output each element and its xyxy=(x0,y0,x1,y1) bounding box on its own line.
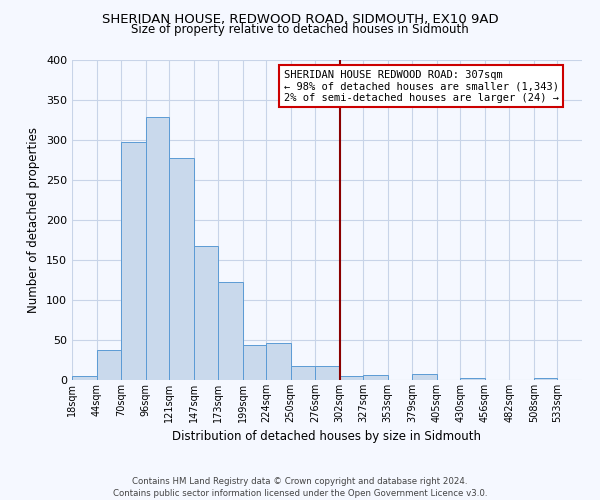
Bar xyxy=(363,375,388,380)
Y-axis label: Number of detached properties: Number of detached properties xyxy=(28,127,40,313)
Bar xyxy=(412,374,437,380)
Bar xyxy=(146,117,169,380)
Text: Size of property relative to detached houses in Sidmouth: Size of property relative to detached ho… xyxy=(131,22,469,36)
Bar xyxy=(315,366,340,380)
Text: SHERIDAN HOUSE, REDWOOD ROAD, SIDMOUTH, EX10 9AD: SHERIDAN HOUSE, REDWOOD ROAD, SIDMOUTH, … xyxy=(101,12,499,26)
Bar xyxy=(534,378,557,380)
Bar xyxy=(194,246,218,380)
Bar xyxy=(460,378,485,380)
X-axis label: Distribution of detached houses by size in Sidmouth: Distribution of detached houses by size … xyxy=(173,430,482,444)
Bar xyxy=(218,282,242,380)
Bar xyxy=(266,343,291,380)
Bar xyxy=(340,376,363,380)
Bar xyxy=(97,350,121,380)
Bar xyxy=(242,345,266,380)
Bar xyxy=(72,376,97,380)
Text: SHERIDAN HOUSE REDWOOD ROAD: 307sqm
← 98% of detached houses are smaller (1,343): SHERIDAN HOUSE REDWOOD ROAD: 307sqm ← 98… xyxy=(284,70,559,103)
Text: Contains HM Land Registry data © Crown copyright and database right 2024.
Contai: Contains HM Land Registry data © Crown c… xyxy=(113,476,487,498)
Bar xyxy=(291,366,315,380)
Bar xyxy=(169,158,194,380)
Bar xyxy=(121,142,146,380)
